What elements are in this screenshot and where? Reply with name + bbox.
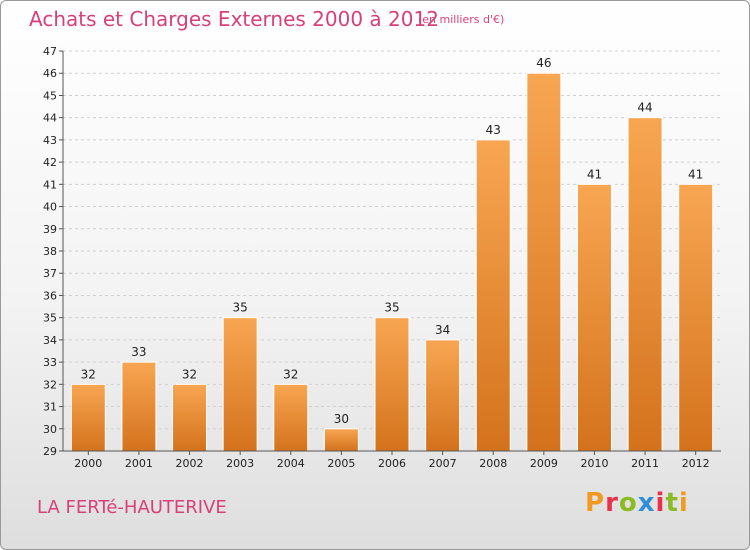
y-tick-label: 42 [43,156,57,169]
bar [273,383,309,452]
bar-value-label: 35 [384,301,399,315]
commune-name: LA FERTé-HAUTERIVE [37,497,227,518]
x-tick-label: 2007 [429,457,457,470]
bar [425,339,461,452]
y-tick-label: 38 [43,245,57,258]
x-tick-label: 2012 [682,457,710,470]
y-tick-label: 45 [43,89,57,102]
bar [576,183,612,452]
x-tick-label: 2009 [530,457,558,470]
logo-letter: x [637,488,656,518]
x-axis: 2000 2001 2002 2003 2004 2005 2006 2007 2008 2009… [74,451,710,470]
x-tick-label: 2000 [74,457,102,470]
chart-unit: (en milliers d'€) [418,13,505,26]
bar-value-label: 44 [637,101,652,115]
y-tick-label: 39 [43,223,57,236]
bar-value-label: 32 [81,367,96,381]
bar-value-label: 41 [688,167,703,181]
logo-letter: i [655,488,666,518]
bar [121,361,157,452]
y-tick-label: 47 [43,45,57,58]
logo-letter: i [678,488,689,518]
bar [172,383,208,452]
x-tick-label: 2011 [631,457,659,470]
bar [627,117,663,452]
bar [678,183,714,452]
y-tick-label: 40 [43,201,57,214]
y-tick-label: 46 [43,67,57,80]
bar-value-label: 33 [131,345,146,359]
bar-value-label: 35 [233,301,248,315]
bar-value-label: 30 [334,412,349,426]
bar [526,72,562,452]
y-tick-label: 43 [43,134,57,147]
bar [323,428,359,452]
y-tick-label: 36 [43,289,57,302]
logo-letter: P [585,488,606,518]
x-tick-label: 2001 [125,457,153,470]
y-tick-label: 35 [43,312,57,325]
x-tick-label: 2010 [580,457,608,470]
bar-value-label: 34 [435,323,450,337]
x-tick-label: 2006 [378,457,406,470]
chart-title: Achats et Charges Externes 2000 à 2012 [29,7,439,31]
y-tick-label: 44 [43,112,57,125]
bar [374,317,410,452]
proxiti-logo: Proxiti [585,488,689,518]
bar-value-label: 32 [182,367,197,381]
y-tick-label: 33 [43,356,57,369]
y-tick-label: 29 [43,445,57,458]
y-tick-label: 37 [43,267,57,280]
y-tick-label: 34 [43,334,57,347]
bar-value-label: 32 [283,367,298,381]
logo-letter: r [605,488,619,518]
x-tick-label: 2004 [277,457,305,470]
x-tick-label: 2002 [176,457,204,470]
bar-value-label: 43 [486,123,501,137]
bar [222,317,258,452]
logo-letter: o [618,488,638,518]
bar [475,139,511,452]
y-axis: 29 30 31 32 33 34 35 36 37 38 39 40 41 42 43 44 45 46 47 [43,45,63,458]
logo-letter: t [665,488,679,518]
bars: 32 33 32 35 32 30 35 34 43 46 41 44 41 [70,56,714,452]
y-tick-label: 30 [43,423,57,436]
bar [70,383,106,452]
y-tick-label: 32 [43,378,57,391]
y-tick-label: 31 [43,401,57,414]
x-tick-label: 2005 [327,457,355,470]
x-tick-label: 2008 [479,457,507,470]
x-tick-label: 2003 [226,457,254,470]
bar-value-label: 46 [536,56,551,70]
bar-value-label: 41 [587,167,602,181]
y-tick-label: 41 [43,178,57,191]
